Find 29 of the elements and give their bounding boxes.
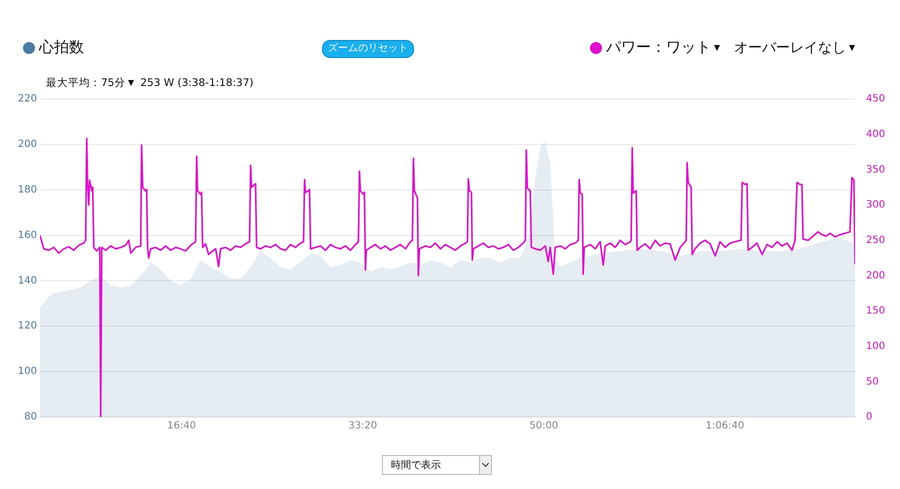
y2-tick-label: 300 [866, 200, 886, 211]
text: 最大平均：75分 [46, 77, 126, 89]
zoom-reset-button: ズームのリセット [322, 40, 414, 58]
y-tick-label: 80 [24, 412, 37, 423]
x-tick-label: 1:06:40 [706, 420, 744, 432]
y2-tick-label: 400 [866, 128, 886, 140]
y2-tick-label: 0 [866, 412, 872, 423]
y2-tick-label: 200 [866, 270, 886, 282]
y-tick-label: 220 [18, 94, 37, 105]
legend-label: 心拍数 [39, 38, 84, 57]
y-tick-label: 140 [18, 275, 37, 286]
y2-tick-label: 350 [866, 164, 886, 176]
legend-label: パワー：ワット [606, 38, 711, 57]
select-field: 時間で表示 [382, 455, 492, 475]
y-tick-label: 200 [18, 139, 37, 150]
x-tick-label: 50:00 [529, 420, 558, 432]
y2-tick-label: 100 [866, 340, 886, 352]
x-tick-label: 33:20 [348, 420, 378, 432]
y-tick-label: 180 [18, 184, 37, 196]
y2-tick-label: 150 [866, 306, 886, 317]
text: オーバーレイなし [734, 39, 847, 57]
x-tick-label: 16:40 [167, 420, 196, 432]
y-tick-label: 120 [18, 320, 37, 332]
y-tick-label: 160 [18, 230, 37, 241]
y-tick-label: 100 [18, 366, 37, 378]
y2-tick-label: 450 [866, 94, 886, 105]
y2-tick-label: 250 [866, 234, 886, 246]
text: 253 W (3:38-1:18:37) [140, 77, 254, 89]
y2-tick-label: 50 [866, 376, 879, 388]
